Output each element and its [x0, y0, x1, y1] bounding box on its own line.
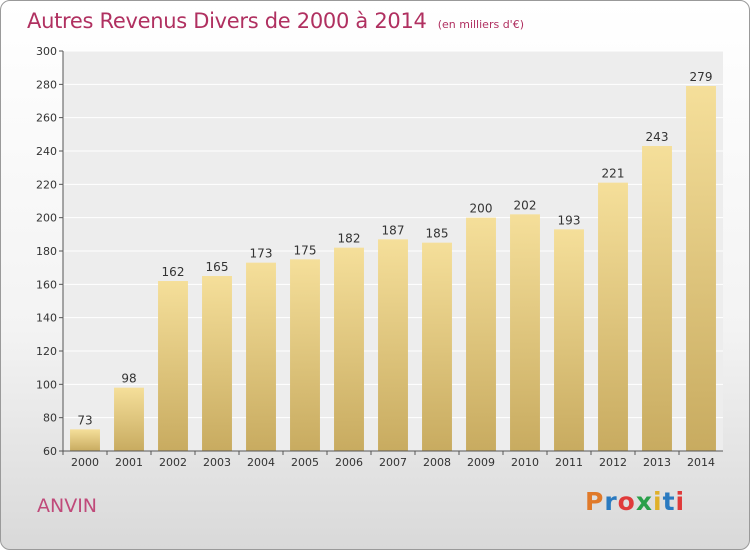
chart-title: Autres Revenus Divers de 2000 à 2014	[27, 9, 427, 33]
x-tick-label: 2004	[247, 456, 275, 469]
x-tick-label: 2014	[687, 456, 715, 469]
chart-title-block: Autres Revenus Divers de 2000 à 2014 (en…	[27, 9, 524, 33]
value-label: 185	[426, 227, 449, 241]
x-tick-label: 2003	[203, 456, 231, 469]
bar-2010	[510, 214, 540, 451]
y-tick-label: 180	[36, 245, 57, 258]
x-tick-label: 2009	[467, 456, 495, 469]
y-tick-label: 160	[36, 278, 57, 291]
y-axis: 60 80 100 120 140 160 180 200 220 240 260 280 300	[36, 45, 64, 458]
value-label: 73	[77, 413, 92, 427]
x-tick-label: 2002	[159, 456, 187, 469]
y-tick-label: 220	[36, 178, 57, 191]
bar-2001	[114, 387, 144, 451]
logo-letter: x	[635, 487, 653, 516]
bar-2005	[290, 259, 320, 451]
proxiti-logo: Proxiti	[585, 487, 685, 516]
x-tick-label: 2010	[511, 456, 539, 469]
bars: 73 98 162 165 173 175 182 187 185 200 202 193 221 243…	[70, 70, 716, 451]
bar-2000	[70, 429, 100, 451]
y-tick-label: 120	[36, 345, 57, 358]
logo-letter: P	[585, 487, 605, 516]
bar-2002	[158, 281, 188, 451]
value-label: 182	[338, 232, 361, 246]
bar-2009	[466, 217, 496, 451]
value-label: 202	[514, 198, 537, 212]
y-tick-label: 240	[36, 145, 57, 158]
bar-2003	[202, 276, 232, 451]
value-label: 187	[382, 223, 405, 237]
value-label: 193	[558, 213, 581, 227]
value-label: 162	[162, 265, 185, 279]
value-label: 98	[121, 372, 136, 386]
x-tick-label: 2005	[291, 456, 319, 469]
y-tick-label: 200	[36, 212, 57, 225]
value-label: 200	[470, 202, 493, 216]
y-tick-label: 300	[36, 45, 57, 58]
x-tick-label: 2008	[423, 456, 451, 469]
commune-name: ANVIN	[37, 495, 98, 517]
logo-letter: i	[653, 487, 663, 516]
y-tick-label: 260	[36, 112, 57, 125]
value-label: 279	[690, 70, 713, 84]
y-tick-label: 60	[43, 445, 57, 458]
value-label: 175	[294, 243, 317, 257]
x-tick-label: 2001	[115, 456, 143, 469]
value-label: 243	[646, 130, 669, 144]
bar-2013	[642, 146, 672, 451]
chart-subtitle: (en milliers d'€)	[437, 18, 524, 31]
x-tick-label: 2007	[379, 456, 407, 469]
bar-2014	[686, 86, 716, 451]
value-label: 173	[250, 247, 273, 261]
x-tick-label: 2013	[643, 456, 671, 469]
y-tick-label: 100	[36, 378, 57, 391]
y-tick-label: 140	[36, 312, 57, 325]
bar-2007	[378, 239, 408, 451]
x-axis: 2000 2001 2002 2003 2004 2005 2006 2007 2008 2009…	[62, 450, 723, 469]
bar-2006	[334, 247, 364, 451]
y-tick-label: 80	[43, 412, 57, 425]
x-tick-label: 2000	[71, 456, 99, 469]
x-tick-label: 2012	[599, 456, 627, 469]
y-tick-label: 280	[36, 78, 57, 91]
logo-letter: o	[617, 487, 636, 516]
logo-letter: r	[604, 487, 618, 516]
bar-2011	[554, 229, 584, 451]
logo-letter: t	[662, 487, 676, 516]
x-tick-label: 2006	[335, 456, 363, 469]
value-label: 165	[206, 260, 229, 274]
logo-letter: i	[675, 487, 686, 516]
bar-2012	[598, 182, 628, 451]
x-tick-label: 2011	[555, 456, 583, 469]
bar-2008	[422, 242, 452, 451]
value-label: 221	[602, 167, 625, 181]
bar-2004	[246, 262, 276, 451]
